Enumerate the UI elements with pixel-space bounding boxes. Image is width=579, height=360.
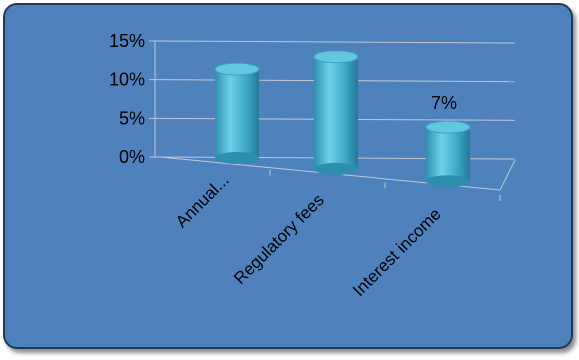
bar-3 — [425, 120, 471, 188]
category-label: Regulatory fees — [230, 190, 328, 288]
data-label: 7% — [431, 93, 457, 113]
bar-top — [214, 62, 260, 76]
bar-base — [215, 152, 259, 165]
bar-base — [314, 162, 358, 175]
bar-body — [314, 56, 358, 169]
y-tick-label: 10% — [109, 70, 145, 90]
y-tick-label: 5% — [119, 108, 145, 128]
y-tick-label: 0% — [119, 147, 145, 167]
floor-right-edge — [499, 159, 516, 191]
chart-plot: 0% 5% 10% 15% Annual...Regulatory fees 7% Inte… — [109, 31, 516, 300]
chart-area: 0% 5% 10% 15% Annual... Regulatory fees 7% Inte… — [3, 3, 573, 349]
bar-2 — [313, 50, 359, 175]
y-tick-label: 15% — [109, 31, 145, 51]
bar-top — [425, 120, 471, 134]
category-label: Interest income — [349, 204, 445, 300]
bar-base — [426, 175, 470, 188]
bar-1 — [214, 62, 260, 165]
bar-top — [313, 50, 359, 64]
bar-body — [426, 127, 470, 182]
category-label: Annual... — [172, 170, 233, 231]
gridline — [154, 40, 516, 44]
bar-body — [215, 69, 259, 159]
